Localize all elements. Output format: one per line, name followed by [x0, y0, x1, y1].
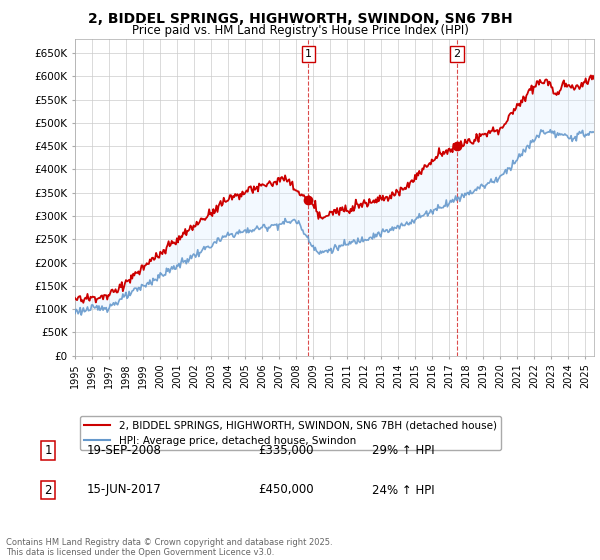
Text: 2: 2 — [454, 49, 461, 59]
Text: 1: 1 — [305, 49, 312, 59]
Legend: 2, BIDDEL SPRINGS, HIGHWORTH, SWINDON, SN6 7BH (detached house), HPI: Average pr: 2, BIDDEL SPRINGS, HIGHWORTH, SWINDON, S… — [80, 416, 501, 450]
Text: 1: 1 — [44, 444, 52, 458]
Text: 2: 2 — [44, 483, 52, 497]
Text: 2, BIDDEL SPRINGS, HIGHWORTH, SWINDON, SN6 7BH: 2, BIDDEL SPRINGS, HIGHWORTH, SWINDON, S… — [88, 12, 512, 26]
Text: 24% ↑ HPI: 24% ↑ HPI — [372, 483, 434, 497]
Text: 29% ↑ HPI: 29% ↑ HPI — [372, 444, 434, 458]
Text: 19-SEP-2008: 19-SEP-2008 — [87, 444, 162, 458]
Text: 15-JUN-2017: 15-JUN-2017 — [87, 483, 162, 497]
Text: Price paid vs. HM Land Registry's House Price Index (HPI): Price paid vs. HM Land Registry's House … — [131, 24, 469, 36]
Text: £335,000: £335,000 — [258, 444, 314, 458]
Text: Contains HM Land Registry data © Crown copyright and database right 2025.
This d: Contains HM Land Registry data © Crown c… — [6, 538, 332, 557]
Text: £450,000: £450,000 — [258, 483, 314, 497]
